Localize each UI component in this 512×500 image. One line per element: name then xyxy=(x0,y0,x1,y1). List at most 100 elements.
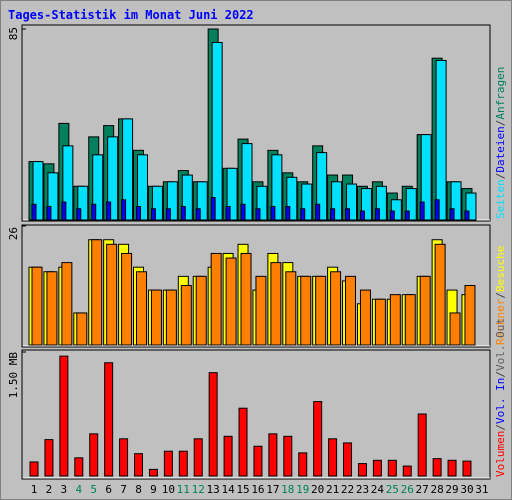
bar xyxy=(92,154,104,221)
legend-entry: Vol. Out xyxy=(494,318,507,371)
x-tick-label: 30 xyxy=(460,483,473,496)
bar xyxy=(330,271,342,346)
bar xyxy=(134,453,144,477)
bar xyxy=(286,176,298,221)
bar xyxy=(419,275,431,346)
bar xyxy=(256,185,268,221)
bar xyxy=(253,445,263,477)
bar xyxy=(405,188,417,221)
x-tick-label: 13 xyxy=(207,483,220,496)
bar xyxy=(150,289,162,346)
legend-separator: / xyxy=(494,371,507,378)
legend-separator: / xyxy=(494,120,507,127)
bar xyxy=(77,185,89,221)
bar xyxy=(31,266,43,346)
bar xyxy=(166,181,178,221)
bar xyxy=(301,183,313,221)
bar xyxy=(59,355,69,477)
x-tick-label: 2 xyxy=(46,483,53,496)
bar xyxy=(165,289,177,346)
bar xyxy=(359,210,365,221)
x-tick-label: 5 xyxy=(90,483,97,496)
x-tick-label: 9 xyxy=(150,483,157,496)
bar xyxy=(434,243,446,346)
bar xyxy=(208,372,218,477)
bar xyxy=(91,203,97,221)
x-tick-label: 1 xyxy=(31,483,38,496)
y-tick-label: 26 xyxy=(7,227,20,240)
x-tick-label: 19 xyxy=(296,483,309,496)
bar xyxy=(346,183,358,221)
bar xyxy=(447,459,457,477)
legend-entry: Anfragen xyxy=(494,67,507,120)
bar xyxy=(389,210,395,221)
bar xyxy=(119,438,129,477)
bar xyxy=(29,461,39,477)
x-tick-label: 14 xyxy=(221,483,235,496)
legend-separator: / xyxy=(494,424,507,431)
x-tick-label: 4 xyxy=(75,483,82,496)
bar xyxy=(285,271,297,346)
x-tick-label: 8 xyxy=(135,483,142,496)
bar xyxy=(464,285,476,346)
legend: Seiten/Dateien/Anfragen xyxy=(494,67,507,219)
legend-entry: Besuche xyxy=(494,246,507,292)
bar xyxy=(136,271,148,346)
bar xyxy=(313,401,323,477)
bar xyxy=(225,206,231,221)
bar xyxy=(210,197,216,221)
bar xyxy=(390,199,402,221)
bar xyxy=(121,252,133,346)
x-tick-label: 23 xyxy=(356,483,369,496)
bar xyxy=(61,201,67,221)
bar xyxy=(404,294,416,346)
bar xyxy=(32,161,44,221)
bar xyxy=(420,134,432,221)
bar xyxy=(300,275,312,346)
bar xyxy=(180,206,186,221)
x-tick-label: 20 xyxy=(311,483,324,496)
bar xyxy=(76,208,82,221)
x-tick-label: 31 xyxy=(475,483,488,496)
bar xyxy=(374,298,386,346)
bar xyxy=(283,435,293,477)
bar xyxy=(270,262,282,346)
bar xyxy=(389,294,401,346)
bar xyxy=(240,252,252,346)
legend-entry: Volumen xyxy=(494,431,507,477)
bar xyxy=(315,275,327,346)
bar xyxy=(62,145,74,221)
bar xyxy=(315,203,321,221)
bar xyxy=(464,210,470,221)
bar xyxy=(462,460,472,477)
x-tick-label: 29 xyxy=(445,483,458,496)
bar xyxy=(419,201,425,221)
legend: Volumen/Vol. In/Vol. Out xyxy=(494,318,507,477)
legend-separator: / xyxy=(494,173,507,180)
x-tick-label: 21 xyxy=(326,483,339,496)
bar xyxy=(345,208,351,221)
bar xyxy=(193,438,203,477)
legend-entry: Rechner xyxy=(494,298,507,345)
x-tick-label: 17 xyxy=(266,483,279,496)
bar xyxy=(148,468,158,477)
bar xyxy=(450,181,462,221)
bar xyxy=(372,459,382,477)
bar xyxy=(343,442,353,477)
legend-entry: Seiten xyxy=(494,179,507,219)
bar xyxy=(241,143,253,221)
bar xyxy=(181,174,193,221)
bar xyxy=(449,208,455,221)
bar xyxy=(225,257,237,346)
bar xyxy=(150,208,156,221)
bar xyxy=(44,439,54,477)
bar xyxy=(104,362,114,477)
bar xyxy=(300,208,306,221)
bar xyxy=(357,463,367,477)
bar xyxy=(268,433,278,477)
bar xyxy=(330,208,336,221)
bar xyxy=(255,208,261,221)
bar xyxy=(46,271,58,346)
bar xyxy=(404,210,410,221)
bar xyxy=(151,185,163,221)
